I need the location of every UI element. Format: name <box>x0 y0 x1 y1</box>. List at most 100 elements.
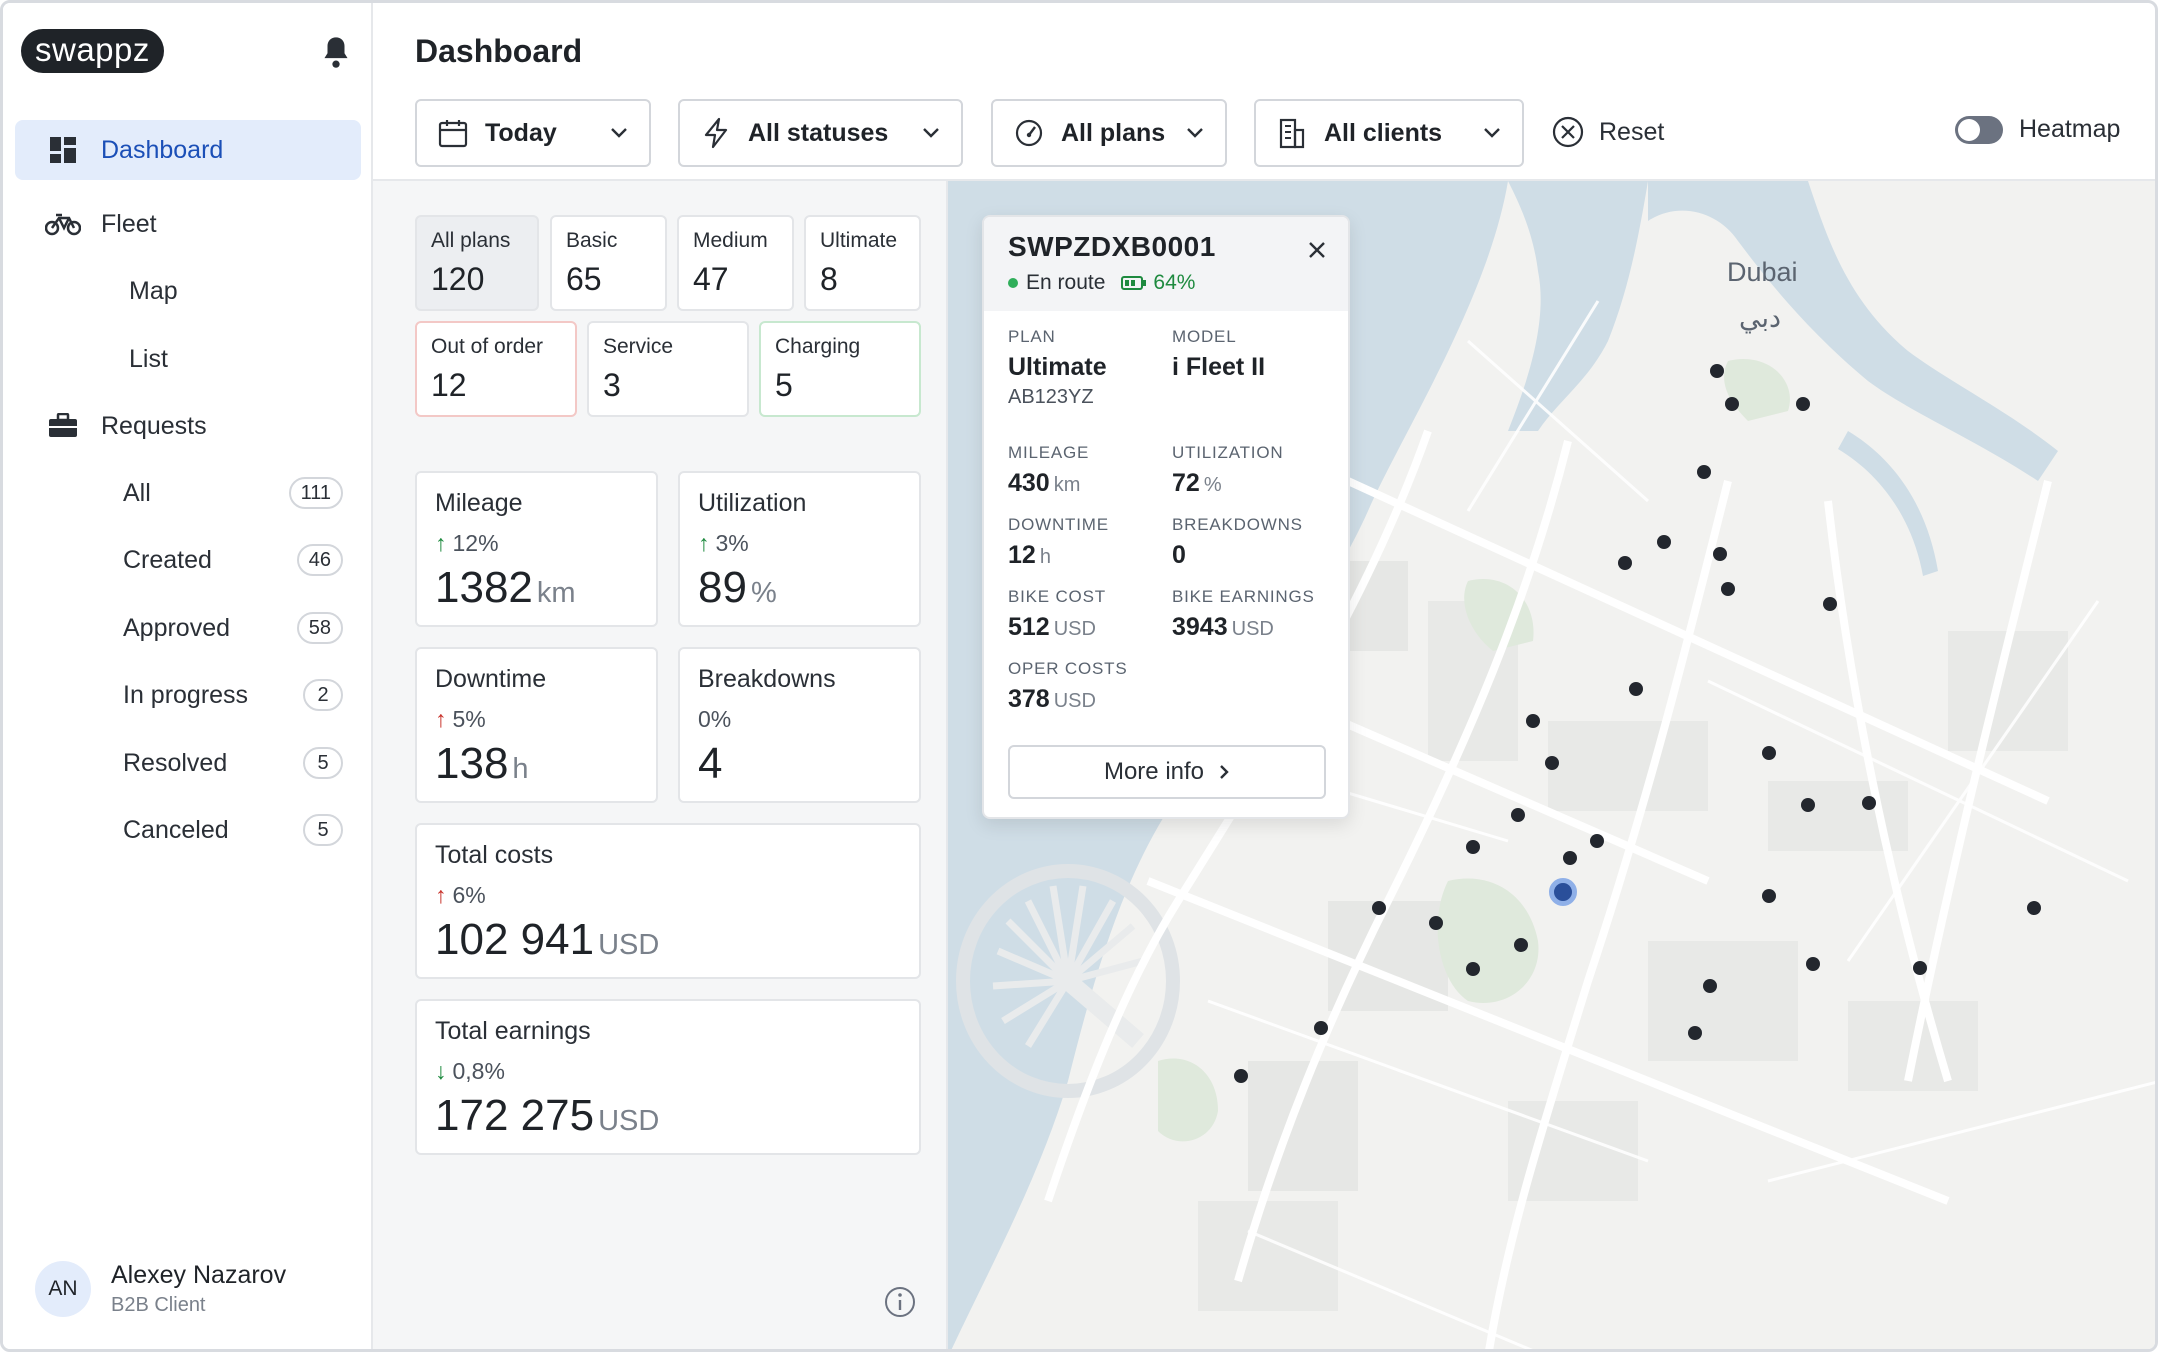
stat-card-mileage: Mileage ↑ 12% 1382 km <box>415 471 658 627</box>
bike-status-label: En route <box>1026 271 1106 294</box>
bike-marker[interactable] <box>1618 556 1632 570</box>
bike-marker[interactable] <box>1697 465 1711 479</box>
heatmap-toggle[interactable]: Heatmap <box>1955 115 2120 144</box>
bike-marker[interactable] <box>1629 682 1643 696</box>
popup-header: SWPZDXB0001 En route 64% <box>984 217 1348 311</box>
nav-fleet-list-label: List <box>129 344 168 373</box>
avatar: AN <box>35 1261 91 1317</box>
selected-bike-marker[interactable] <box>1549 878 1577 906</box>
request-created-count: 46 <box>296 544 343 576</box>
bike-marker[interactable] <box>1429 916 1443 930</box>
field-label: MODEL <box>1172 327 1237 346</box>
status-card-charging[interactable]: Charging 5 <box>759 321 921 417</box>
bike-marker[interactable] <box>1657 535 1671 549</box>
reset-button[interactable]: Reset <box>1551 115 1664 149</box>
request-in-progress[interactable]: In progress 2 <box>123 673 343 717</box>
stat-number: 1382 <box>435 563 533 612</box>
chevron-down-icon <box>611 128 627 138</box>
bike-marker[interactable] <box>1703 979 1717 993</box>
status-card-service[interactable]: Service 3 <box>587 321 749 417</box>
arrow-up-icon: ↑ <box>435 530 447 556</box>
stat-value: 89% <box>698 563 901 613</box>
field-label: MILEAGE <box>1008 443 1090 462</box>
arrow-up-icon: ↑ <box>698 530 710 556</box>
stat-value: 4 <box>698 739 901 789</box>
nav-requests[interactable]: Requests <box>15 396 361 456</box>
plan-card-medium[interactable]: Medium 47 <box>677 215 794 311</box>
nav-fleet-map-label: Map <box>129 276 178 305</box>
stat-unit: h <box>512 753 529 785</box>
bike-marker[interactable] <box>1372 901 1386 915</box>
bike-marker[interactable] <box>1688 1026 1702 1040</box>
bike-marker[interactable] <box>1806 957 1820 971</box>
popup-oper-costs: OPER COSTS 378 USD <box>1008 659 1127 714</box>
stat-delta: ↑ 3% <box>698 530 901 557</box>
bike-marker[interactable] <box>1514 938 1528 952</box>
bike-marker[interactable] <box>1796 397 1810 411</box>
map-city-label: Dubai <box>1727 257 1798 287</box>
stat-value: 138 h <box>435 739 638 789</box>
battery-icon <box>1121 276 1147 290</box>
bike-marker[interactable] <box>2027 901 2041 915</box>
plan-card-ultimate[interactable]: Ultimate 8 <box>804 215 921 311</box>
request-all[interactable]: All 111 <box>123 471 343 515</box>
lightning-icon <box>700 117 732 149</box>
field-number: 72 <box>1172 469 1200 497</box>
status-card-value: 3 <box>603 367 621 403</box>
bike-marker[interactable] <box>1466 962 1480 976</box>
plan-card-all[interactable]: All plans 120 <box>415 215 539 311</box>
bike-marker[interactable] <box>1913 961 1927 975</box>
info-icon[interactable] <box>883 1285 917 1319</box>
swappz-logo[interactable]: swappz <box>21 29 164 73</box>
bike-marker[interactable] <box>1721 582 1735 596</box>
bike-marker[interactable] <box>1725 397 1739 411</box>
status-filter[interactable]: All statuses <box>678 99 963 167</box>
nav-requests-label: Requests <box>101 411 207 440</box>
request-in-progress-count: 2 <box>303 679 343 711</box>
user-profile[interactable]: AN Alexey Nazarov B2B Client <box>35 1261 286 1317</box>
bike-marker[interactable] <box>1314 1021 1328 1035</box>
toggle-switch[interactable] <box>1955 115 2003 144</box>
nav-dashboard[interactable]: Dashboard <box>15 120 361 180</box>
close-icon[interactable] <box>1306 239 1328 261</box>
bike-marker[interactable] <box>1511 808 1525 822</box>
request-created[interactable]: Created 46 <box>123 538 343 582</box>
stat-unit: % <box>750 577 777 609</box>
bike-marker[interactable] <box>1234 1069 1248 1083</box>
bike-marker[interactable] <box>1710 364 1724 378</box>
more-info-button[interactable]: More info <box>1008 745 1326 799</box>
bell-icon[interactable] <box>321 35 351 69</box>
nav-fleet-map[interactable]: Map <box>129 269 349 313</box>
bike-marker[interactable] <box>1801 798 1815 812</box>
nav-fleet-list[interactable]: List <box>129 337 349 381</box>
plan-card-basic[interactable]: Basic 65 <box>550 215 667 311</box>
request-canceled-label: Canceled <box>123 815 229 844</box>
stat-label: Total earnings <box>435 1017 591 1045</box>
bike-marker[interactable] <box>1823 597 1837 611</box>
bike-marker[interactable] <box>1545 756 1559 770</box>
bike-marker[interactable] <box>1526 714 1540 728</box>
request-canceled[interactable]: Canceled 5 <box>123 808 343 852</box>
bike-marker[interactable] <box>1762 889 1776 903</box>
heatmap-label: Heatmap <box>2019 115 2121 143</box>
field-unit: h <box>1039 546 1051 568</box>
bike-marker[interactable] <box>1713 547 1727 561</box>
calendar-icon <box>437 117 469 149</box>
nav-fleet[interactable]: Fleet <box>15 194 361 254</box>
status-card-out-of-order[interactable]: Out of order 12 <box>415 321 577 417</box>
field-label: BIKE EARNINGS <box>1172 587 1315 606</box>
bike-marker[interactable] <box>1762 746 1776 760</box>
plan-filter[interactable]: All plans <box>991 99 1227 167</box>
field-value: 0 <box>1172 541 1186 569</box>
stat-delta: ↑ 6% <box>435 882 901 909</box>
bike-marker[interactable] <box>1862 796 1876 810</box>
request-approved[interactable]: Approved 58 <box>123 606 343 650</box>
bike-marker[interactable] <box>1563 851 1577 865</box>
request-resolved[interactable]: Resolved 5 <box>123 741 343 785</box>
bike-marker[interactable] <box>1466 840 1480 854</box>
field-unit: km <box>1053 474 1081 496</box>
nav-fleet-label: Fleet <box>101 209 157 238</box>
bike-marker[interactable] <box>1590 834 1604 848</box>
date-filter[interactable]: Today <box>415 99 651 167</box>
client-filter[interactable]: All clients <box>1254 99 1524 167</box>
